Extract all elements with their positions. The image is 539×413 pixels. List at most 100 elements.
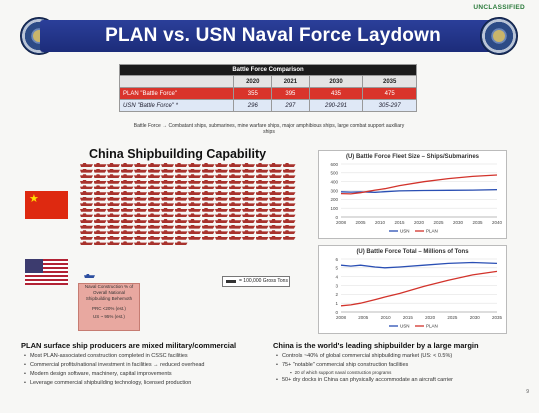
china-ship-icon <box>174 213 188 218</box>
series-line-usn <box>340 261 498 269</box>
china-ship-icon <box>120 163 134 167</box>
china-ship-icon <box>80 224 93 229</box>
china-ship-icon <box>107 185 120 190</box>
table-cell: 296 <box>233 99 273 112</box>
china-ship-icon <box>188 179 201 184</box>
china-ship-icon <box>215 179 228 184</box>
china-ship-icon <box>120 174 134 179</box>
china-ship-icon <box>161 196 174 201</box>
pct-box-title: Naval Construction % of Overall National… <box>84 284 134 301</box>
china-ship-icon <box>188 202 201 207</box>
china-ship-icon <box>201 207 215 212</box>
china-ship-icon <box>161 213 174 218</box>
china-ship-icon <box>242 174 255 179</box>
right-heading: China is the world's leading shipbuilder… <box>273 341 479 350</box>
y-tick-label: 500 <box>330 171 338 176</box>
china-ship-icon <box>147 185 161 190</box>
china-ship-icon <box>120 224 134 229</box>
china-ship-icon <box>269 213 282 218</box>
table-row-usn: USN "Battle Force" * 296 297 290-291 305… <box>118 99 417 112</box>
china-ship-icon <box>255 235 269 240</box>
bullet-item: Most PLAN-associated construction comple… <box>24 352 274 361</box>
china-ship-icon <box>120 179 134 184</box>
onI-seal-icon <box>480 17 518 55</box>
x-tick-label: 2025 <box>447 315 458 320</box>
china-ship-icon <box>147 224 161 229</box>
china-ship-icon <box>161 219 174 223</box>
china-ship-icon <box>134 235 147 240</box>
china-ship-icon <box>188 230 201 235</box>
china-ship-icon <box>147 230 161 235</box>
china-ship-icon <box>93 207 107 212</box>
china-ship-icon <box>134 207 147 212</box>
china-ship-icon <box>242 219 255 223</box>
china-ship-icon <box>134 230 147 235</box>
china-ship-icon <box>161 202 174 207</box>
china-ship-icon <box>107 224 120 229</box>
china-ship-icon <box>120 241 134 246</box>
china-ship-icon <box>134 191 147 195</box>
china-ship-icon <box>93 219 107 223</box>
chart-title: (U) Battle Force Total – Millions of Ton… <box>356 249 469 255</box>
china-ship-icon <box>107 207 120 212</box>
china-ship-icon <box>161 163 174 167</box>
sub-bullet-item: 20 of which support naval construction p… <box>276 370 528 376</box>
y-tick-label: 400 <box>330 179 338 184</box>
china-ship-icon <box>161 224 174 229</box>
china-ship-icon <box>269 224 282 229</box>
china-ship-icon <box>134 196 147 201</box>
china-ship-icon <box>269 174 282 179</box>
china-ship-icon <box>228 196 242 201</box>
china-ship-icon <box>282 179 296 184</box>
china-ship-icon <box>242 196 255 201</box>
table-header-year: 2020 <box>233 75 273 88</box>
china-ship-icon <box>255 219 269 223</box>
china-ship-icon <box>188 191 201 195</box>
china-ship-icon <box>282 235 296 240</box>
china-ship-icon <box>201 168 215 173</box>
china-flag-icon: ★ <box>25 191 68 219</box>
china-ship-icon <box>147 202 161 207</box>
china-ship-icon <box>147 168 161 173</box>
table-header-row: 2020 2021 2030 2035 <box>118 75 417 88</box>
china-ship-icon <box>147 191 161 195</box>
x-tick-label: 2005 <box>358 315 369 320</box>
x-tick-label: 2010 <box>375 220 386 225</box>
china-ship-icon <box>161 230 174 235</box>
china-ship-icon <box>255 185 269 190</box>
china-ship-icon <box>255 174 269 179</box>
china-ship-icon <box>188 207 201 212</box>
right-bullets: Controls ~40% of global commercial shipb… <box>276 352 528 385</box>
china-ship-icon <box>255 230 269 235</box>
table-cell: 395 <box>271 87 310 100</box>
bullet-item: Commercial profits/national investment i… <box>24 361 274 370</box>
china-ship-icon <box>215 174 228 179</box>
china-ship-icon <box>93 235 107 240</box>
china-ship-icon <box>107 163 120 167</box>
left-heading: PLAN surface ship producers are mixed mi… <box>21 341 237 350</box>
china-ship-icon <box>188 196 201 201</box>
china-ship-icon <box>93 168 107 173</box>
china-ship-icon <box>201 202 215 207</box>
us-ship-icon <box>84 274 95 278</box>
china-ship-icon <box>93 191 107 195</box>
table-cell: 355 <box>233 87 273 100</box>
china-ship-icon <box>161 207 174 212</box>
china-ship-icon <box>228 230 242 235</box>
china-ship-icon <box>282 219 296 223</box>
china-ship-icon <box>255 163 269 167</box>
ship-legend: = 100,000 Gross Tons <box>222 276 290 287</box>
china-ship-icon <box>80 179 93 184</box>
china-ship-icon <box>201 224 215 229</box>
china-ship-icon <box>80 219 93 223</box>
china-ship-icon <box>242 179 255 184</box>
china-ship-icon <box>107 230 120 235</box>
china-ship-icon <box>120 230 134 235</box>
china-ship-icon <box>107 174 120 179</box>
table-cell: 305-297 <box>362 99 417 112</box>
china-ship-icon <box>107 219 120 223</box>
china-ship-icon <box>174 174 188 179</box>
china-ship-icon <box>255 191 269 195</box>
china-ship-icon <box>215 224 228 229</box>
chart-svg: 0 100 200 300 400 500 600 2008 2005 2010 2015 2020 2… <box>330 162 502 234</box>
